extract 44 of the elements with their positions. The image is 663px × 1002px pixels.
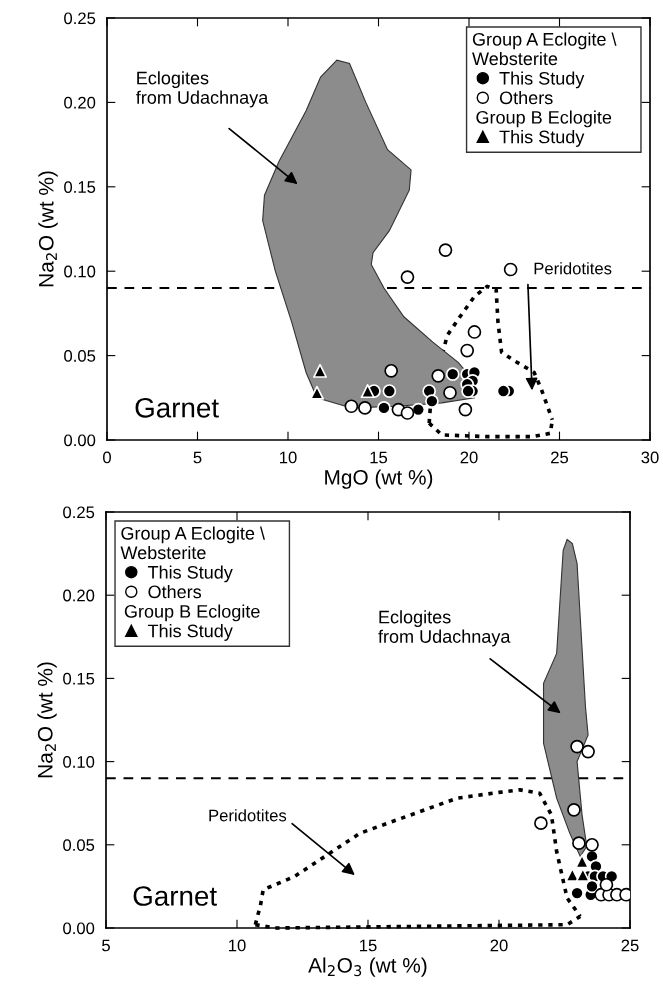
annotation: Eclogites from Udachnaya <box>378 610 511 647</box>
x-tick-label: 10 <box>229 939 246 952</box>
annotation: Group B Eclogite <box>476 110 612 128</box>
x-tick-label: 5 <box>102 939 110 952</box>
y-tick-label: 0.25 <box>64 12 96 25</box>
x-axis-title: MgO (wt %) <box>325 469 433 489</box>
y-tick-label: 0.20 <box>63 589 95 602</box>
y-tick-label: 0.15 <box>63 672 95 685</box>
legend-title: Group A Eclogite \ Websterite <box>472 32 617 66</box>
y-axis-title: Na$_{2}$O (wt %) <box>38 171 58 287</box>
y-axis-title: Na$_{2}$O (wt %) <box>37 662 57 778</box>
y-tick-label: 0.00 <box>64 434 96 447</box>
y-tick-label: 0.10 <box>64 265 96 278</box>
legend-label: This Study <box>147 565 233 583</box>
y-tick-label: 0.05 <box>63 839 95 851</box>
annotation: Garnet <box>133 886 217 906</box>
legend-label: This Study <box>499 130 585 147</box>
x-tick-label: 20 <box>460 451 478 464</box>
y-tick-label: 0.20 <box>64 96 96 109</box>
annotation: Eclogites from Udachnaya <box>136 71 269 108</box>
x-tick-label: 5 <box>193 451 202 464</box>
x-tick-label: 10 <box>280 451 297 464</box>
y-tick-label: 0.00 <box>63 922 95 935</box>
x-tick-label: 25 <box>621 939 639 952</box>
x-tick-label: 0 <box>103 451 111 464</box>
x-tick-label: 30 <box>641 451 659 464</box>
x-tick-label: 15 <box>370 451 388 464</box>
legend-title: Group A Eclogite \ Websterite <box>120 526 265 560</box>
x-axis-title: Al$_{2}$O$_{3}$ (wt %) <box>308 957 427 977</box>
y-tick-label: 0.10 <box>63 756 95 768</box>
annotation: Garnet <box>135 397 219 418</box>
y-tick-label: 0.15 <box>64 181 96 193</box>
annotation: Peridotites <box>209 809 287 822</box>
y-tick-label: 0.25 <box>63 506 95 519</box>
annotation: Peridotites <box>534 262 612 275</box>
legend-label: Others <box>148 584 202 599</box>
y-tick-label: 0.05 <box>64 350 96 362</box>
annotation: Group B Eclogite <box>124 604 260 622</box>
x-tick-label: 15 <box>360 939 377 952</box>
x-tick-label: 20 <box>490 939 508 952</box>
x-tick-label: 25 <box>551 451 569 464</box>
legend-label: Others <box>499 90 553 105</box>
legend-label: This Study <box>147 624 233 641</box>
legend-label: This Study <box>499 71 585 89</box>
